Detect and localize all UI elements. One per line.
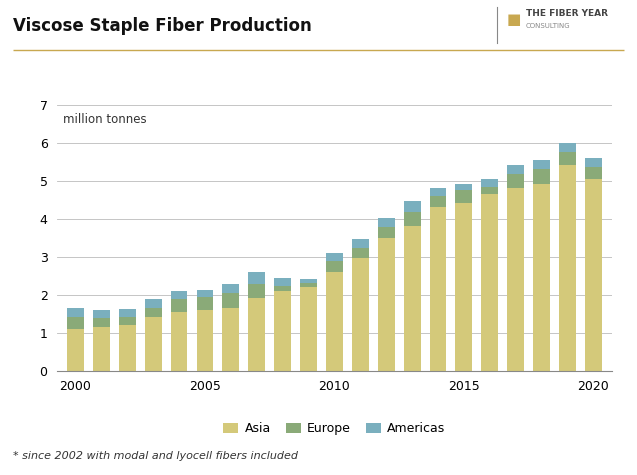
Text: ■: ■ (506, 12, 521, 27)
Bar (482, 187, 498, 194)
Bar (533, 169, 550, 184)
Bar (119, 325, 136, 370)
Bar (222, 284, 240, 294)
Bar (585, 158, 602, 167)
Text: million tonnes: million tonnes (62, 113, 146, 126)
Bar (455, 203, 472, 370)
Bar (300, 284, 317, 287)
Bar (585, 167, 602, 179)
Bar (274, 291, 291, 370)
Bar (67, 329, 84, 370)
Bar (248, 273, 265, 284)
Bar (404, 212, 420, 226)
Text: CONSULTING: CONSULTING (526, 23, 570, 29)
Bar (533, 160, 550, 169)
Bar (455, 184, 472, 190)
Bar (67, 308, 84, 317)
Bar (378, 238, 395, 370)
Bar (197, 297, 213, 310)
Bar (482, 180, 498, 187)
Bar (404, 226, 420, 370)
Bar (171, 299, 187, 312)
Bar (352, 238, 369, 248)
Bar (145, 317, 162, 370)
Bar (248, 298, 265, 370)
Bar (119, 309, 136, 316)
Bar (300, 287, 317, 370)
Bar (197, 310, 213, 370)
Bar (222, 308, 240, 370)
Bar (274, 286, 291, 291)
Bar (67, 317, 84, 329)
Bar (145, 299, 162, 308)
Bar (326, 253, 343, 261)
Bar (429, 196, 447, 207)
Bar (455, 190, 472, 203)
Bar (171, 312, 187, 370)
Bar (197, 290, 213, 297)
Bar (93, 310, 110, 318)
Text: * since 2002 with modal and lyocell fibers included: * since 2002 with modal and lyocell fibe… (13, 451, 297, 461)
Bar (559, 142, 576, 152)
Bar (274, 278, 291, 286)
Bar (326, 261, 343, 272)
Bar (352, 258, 369, 370)
Bar (507, 174, 524, 188)
Bar (404, 201, 420, 212)
Bar (248, 284, 265, 298)
Bar (378, 227, 395, 238)
Bar (326, 272, 343, 370)
Bar (429, 207, 447, 370)
Bar (300, 279, 317, 284)
Bar (222, 294, 240, 308)
Bar (93, 327, 110, 370)
Bar (171, 291, 187, 299)
Bar (93, 318, 110, 327)
Text: THE FIBER YEAR: THE FIBER YEAR (526, 10, 608, 19)
Bar (482, 194, 498, 370)
Bar (507, 188, 524, 370)
Bar (533, 184, 550, 370)
Bar (507, 165, 524, 174)
Bar (145, 308, 162, 317)
Legend: Asia, Europe, Americas: Asia, Europe, Americas (218, 417, 450, 440)
Bar (352, 248, 369, 258)
Bar (429, 188, 447, 196)
Bar (559, 165, 576, 370)
Bar (119, 316, 136, 325)
Bar (585, 179, 602, 370)
Text: Viscose Staple Fiber Production: Viscose Staple Fiber Production (13, 17, 311, 35)
Bar (559, 152, 576, 165)
Bar (378, 218, 395, 227)
